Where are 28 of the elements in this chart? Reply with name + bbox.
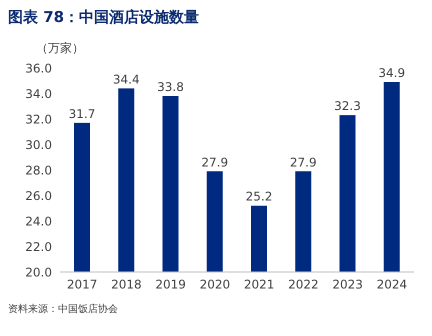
y-tick-label: 28.0 [25,163,52,178]
y-tick-label: 30.0 [25,138,52,152]
x-tick-label: 2020 [200,278,230,292]
x-tick-label: 2021 [244,278,274,292]
y-tick-label: 32.0 [25,112,52,126]
x-tick-label: 2017 [66,278,98,292]
data-label: 25.2 [246,190,272,204]
x-tick-label: 2023 [332,278,363,292]
y-tick-label: 20.0 [25,265,52,280]
x-tick-label: 2022 [288,278,319,292]
text: 资料来源：中国饭店协会 [8,302,119,316]
data-label: 34.9 [378,66,406,80]
y-axis-title: （万家） [36,40,85,56]
y-tick-label: 22.0 [25,240,52,254]
data-label: 33.8 [157,80,184,94]
x-tick-label: 2024 [376,278,408,292]
y-tick-label: 36.0 [25,61,52,76]
data-label: 27.9 [201,155,228,170]
y-tick-label: 24.0 [25,214,52,228]
data-label: 34.4 [112,72,140,86]
data-label: 31.7 [68,106,96,121]
data-label: 27.9 [290,155,317,170]
y-tick-label: 34.0 [25,86,52,101]
x-tick-label: 2019 [155,278,186,292]
y-tick-label: 26.0 [25,188,52,203]
data-label: 32.3 [334,99,361,114]
x-tick-label: 2018 [111,278,142,292]
chart-title: 图表 78：中国酒店设施数量 [8,8,200,28]
